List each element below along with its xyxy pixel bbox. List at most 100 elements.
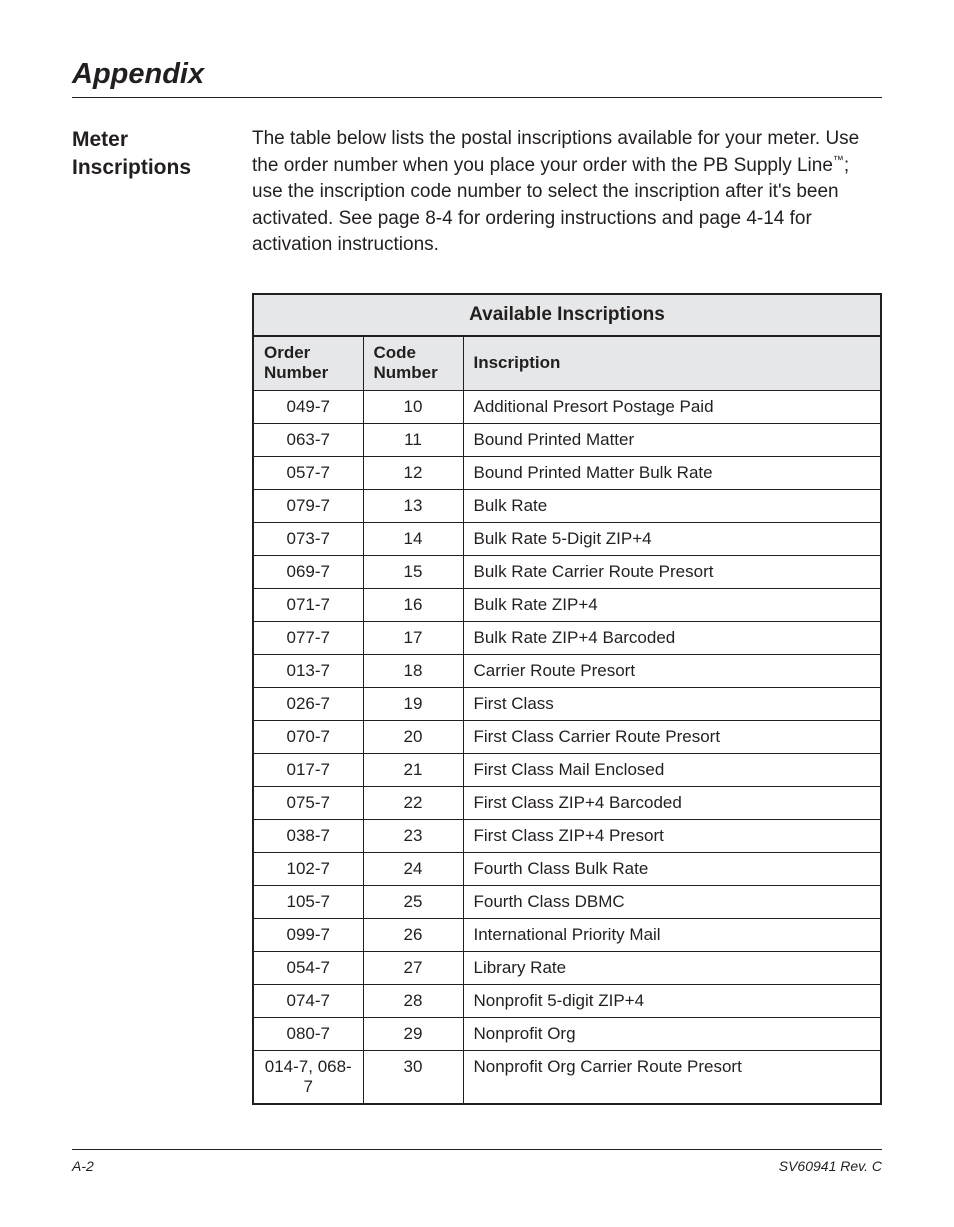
table-row: 013-718Carrier Route Presort — [253, 654, 881, 687]
table-row: 014-7, 068-730Nonprofit Org Carrier Rout… — [253, 1050, 881, 1104]
cell-order: 105-7 — [253, 885, 363, 918]
cell-inscription: First Class ZIP+4 Presort — [463, 819, 881, 852]
cell-code: 18 — [363, 654, 463, 687]
heading-line2: Inscriptions — [72, 156, 191, 179]
cell-order: 073-7 — [253, 522, 363, 555]
cell-inscription: Bulk Rate — [463, 489, 881, 522]
cell-order: 054-7 — [253, 951, 363, 984]
cell-order: 080-7 — [253, 1017, 363, 1050]
cell-inscription: First Class ZIP+4 Barcoded — [463, 786, 881, 819]
cell-inscription: Nonprofit Org Carrier Route Presort — [463, 1050, 881, 1104]
cell-code: 13 — [363, 489, 463, 522]
table-row: 105-725Fourth Class DBMC — [253, 885, 881, 918]
table-caption: Available Inscriptions — [252, 293, 882, 335]
cell-order: 063-7 — [253, 423, 363, 456]
table-row: 102-724Fourth Class Bulk Rate — [253, 852, 881, 885]
table-row: 054-727Library Rate — [253, 951, 881, 984]
table-row: 075-722First Class ZIP+4 Barcoded — [253, 786, 881, 819]
cell-order: 077-7 — [253, 621, 363, 654]
cell-order: 017-7 — [253, 753, 363, 786]
cell-order: 049-7 — [253, 390, 363, 423]
table-row: 038-723First Class ZIP+4 Presort — [253, 819, 881, 852]
cell-order: 079-7 — [253, 489, 363, 522]
cell-code: 17 — [363, 621, 463, 654]
col-header-code: Code Number — [363, 336, 463, 390]
cell-inscription: Nonprofit 5-digit ZIP+4 — [463, 984, 881, 1017]
cell-inscription: Bound Printed Matter — [463, 423, 881, 456]
footer-doc-rev: SV60941 Rev. C — [779, 1158, 882, 1174]
body-pre: The table below lists the postal inscrip… — [252, 128, 859, 176]
table-body: 049-710Additional Presort Postage Paid06… — [253, 390, 881, 1104]
table-row: 080-729Nonprofit Org — [253, 1017, 881, 1050]
cell-code: 23 — [363, 819, 463, 852]
cell-inscription: Carrier Route Presort — [463, 654, 881, 687]
cell-order: 013-7 — [253, 654, 363, 687]
inscriptions-table: Available Inscriptions Order Number Code… — [252, 293, 882, 1105]
cell-code: 16 — [363, 588, 463, 621]
table-row: 099-726International Priority Mail — [253, 918, 881, 951]
cell-code: 10 — [363, 390, 463, 423]
table-row: 070-720First Class Carrier Route Presort — [253, 720, 881, 753]
cell-code: 22 — [363, 786, 463, 819]
cell-code: 24 — [363, 852, 463, 885]
table-container: Available Inscriptions Order Number Code… — [252, 293, 882, 1105]
cell-inscription: Bulk Rate Carrier Route Presort — [463, 555, 881, 588]
cell-code: 11 — [363, 423, 463, 456]
cell-inscription: Bulk Rate ZIP+4 — [463, 588, 881, 621]
cell-code: 19 — [363, 687, 463, 720]
table-row: 069-715Bulk Rate Carrier Route Presort — [253, 555, 881, 588]
cell-order: 075-7 — [253, 786, 363, 819]
table-row: 017-721First Class Mail Enclosed — [253, 753, 881, 786]
section-body: The table below lists the postal inscrip… — [252, 126, 882, 259]
cell-code: 21 — [363, 753, 463, 786]
table-row: 057-712Bound Printed Matter Bulk Rate — [253, 456, 881, 489]
page-title: Appendix — [72, 58, 882, 91]
col-header-inscription: Inscription — [463, 336, 881, 390]
cell-inscription: Bound Printed Matter Bulk Rate — [463, 456, 881, 489]
cell-code: 27 — [363, 951, 463, 984]
cell-order: 071-7 — [253, 588, 363, 621]
cell-code: 26 — [363, 918, 463, 951]
cell-inscription: Fourth Class DBMC — [463, 885, 881, 918]
cell-inscription: Library Rate — [463, 951, 881, 984]
cell-code: 28 — [363, 984, 463, 1017]
table-row: 049-710Additional Presort Postage Paid — [253, 390, 881, 423]
table-header-row: Order Number Code Number Inscription — [253, 336, 881, 390]
intro-row: Meter Inscriptions The table below lists… — [72, 126, 882, 259]
section-heading: Meter Inscriptions — [72, 126, 252, 183]
cell-order: 038-7 — [253, 819, 363, 852]
cell-order: 057-7 — [253, 456, 363, 489]
table-row: 063-711Bound Printed Matter — [253, 423, 881, 456]
title-rule — [72, 97, 882, 98]
cell-inscription: Bulk Rate 5-Digit ZIP+4 — [463, 522, 881, 555]
cell-inscription: First Class Carrier Route Presort — [463, 720, 881, 753]
cell-order: 069-7 — [253, 555, 363, 588]
cell-code: 12 — [363, 456, 463, 489]
cell-order: 014-7, 068-7 — [253, 1050, 363, 1104]
page-footer: A-2 SV60941 Rev. C — [72, 1149, 882, 1174]
cell-inscription: Additional Presort Postage Paid — [463, 390, 881, 423]
cell-order: 026-7 — [253, 687, 363, 720]
table-row: 026-719First Class — [253, 687, 881, 720]
table-row: 077-717Bulk Rate ZIP+4 Barcoded — [253, 621, 881, 654]
cell-order: 070-7 — [253, 720, 363, 753]
table-row: 074-728Nonprofit 5-digit ZIP+4 — [253, 984, 881, 1017]
col-header-order: Order Number — [253, 336, 363, 390]
cell-inscription: First Class Mail Enclosed — [463, 753, 881, 786]
cell-inscription: Nonprofit Org — [463, 1017, 881, 1050]
cell-inscription: First Class — [463, 687, 881, 720]
cell-code: 25 — [363, 885, 463, 918]
cell-code: 30 — [363, 1050, 463, 1104]
footer-page-number: A-2 — [72, 1158, 94, 1174]
trademark-symbol: ™ — [833, 154, 844, 166]
cell-inscription: Fourth Class Bulk Rate — [463, 852, 881, 885]
table-row: 071-716Bulk Rate ZIP+4 — [253, 588, 881, 621]
table-row: 073-714Bulk Rate 5-Digit ZIP+4 — [253, 522, 881, 555]
heading-line1: Meter — [72, 128, 128, 151]
cell-inscription: International Priority Mail — [463, 918, 881, 951]
cell-code: 29 — [363, 1017, 463, 1050]
cell-order: 099-7 — [253, 918, 363, 951]
cell-order: 102-7 — [253, 852, 363, 885]
cell-code: 14 — [363, 522, 463, 555]
cell-code: 15 — [363, 555, 463, 588]
